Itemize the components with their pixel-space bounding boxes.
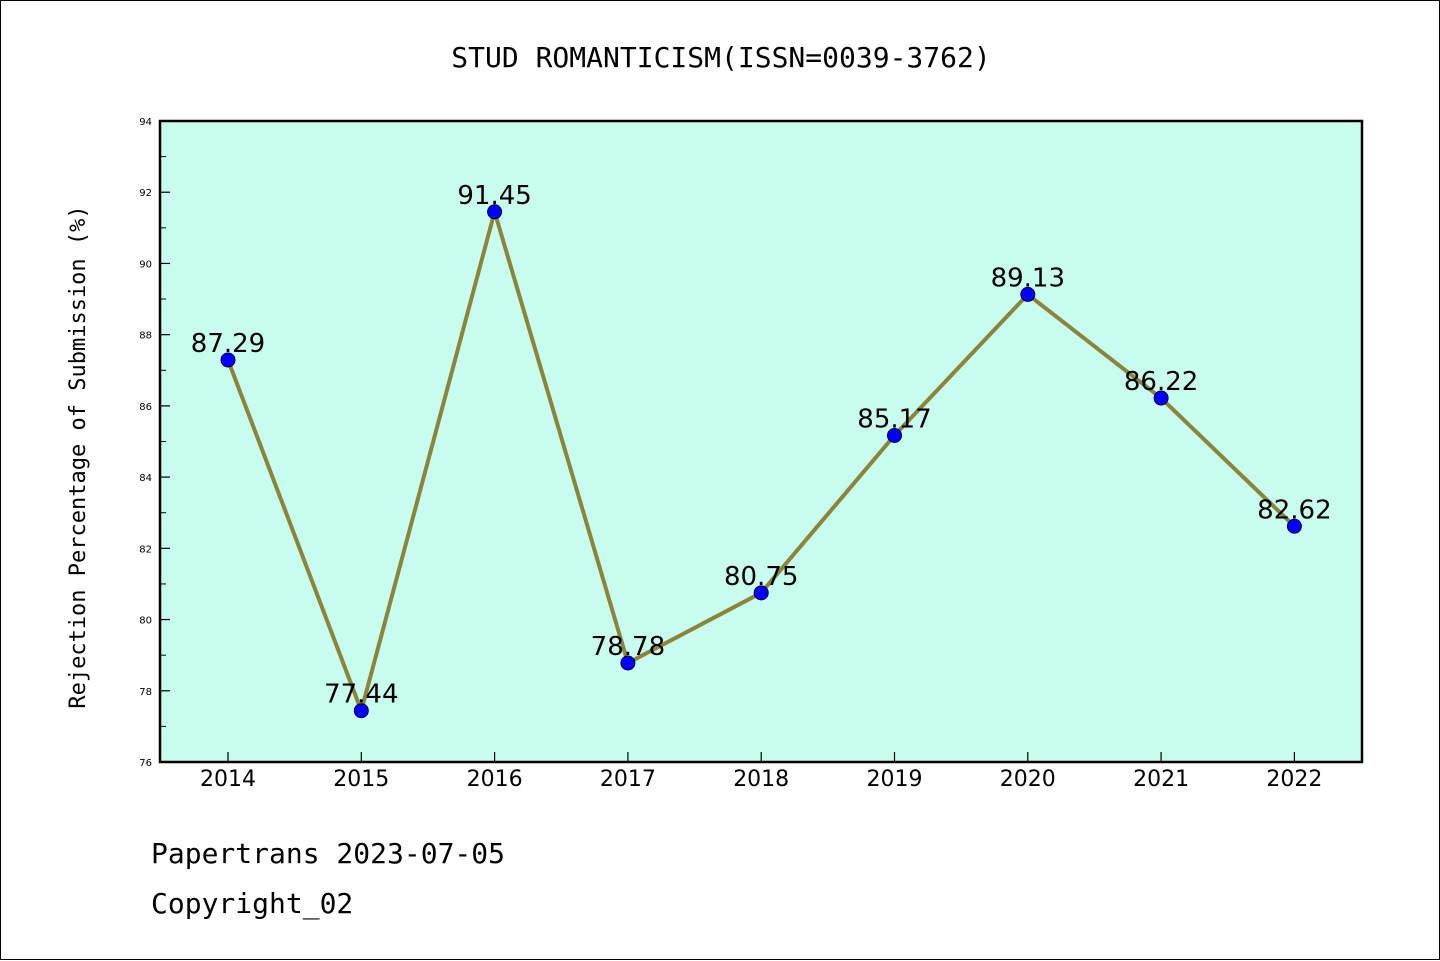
x-tick-label: 2020 xyxy=(1000,767,1056,792)
y-tick-label: 84 xyxy=(139,473,152,484)
x-tick-label: 2019 xyxy=(867,767,923,792)
data-point-2022 xyxy=(1286,518,1302,534)
data-point-2014 xyxy=(220,352,236,368)
x-tick-label: 2015 xyxy=(333,767,389,792)
y-tick-label: 76 xyxy=(139,758,152,769)
y-tick-label: 90 xyxy=(139,259,152,270)
footer-source-date: Papertrans 2023-07-05 xyxy=(151,837,506,870)
y-tick-label: 94 xyxy=(139,117,152,128)
chart-title: STUD ROMANTICISM(ISSN=0039-3762) xyxy=(451,41,990,74)
y-tick-label: 86 xyxy=(139,402,152,413)
data-point-markers xyxy=(220,204,1302,719)
y-axis-label: Rejection Percentage of Submission (%) xyxy=(66,205,91,708)
data-point-2021 xyxy=(1153,390,1169,406)
data-point-2015 xyxy=(353,703,369,719)
data-label-2022: 82.62 xyxy=(1257,495,1331,525)
data-label-2015: 77.44 xyxy=(324,680,398,710)
data-point-2016 xyxy=(487,204,503,220)
y-axis-ticks: 76 78 80 82 84 86 88 90 92 94 xyxy=(139,117,170,769)
y-tick-label: 82 xyxy=(139,544,152,555)
data-point-2017 xyxy=(620,655,636,671)
x-tick-label: 2021 xyxy=(1133,767,1189,792)
x-axis-ticks: 2014 2015 2016 2017 2018 2019 2020 2021 2022 xyxy=(200,752,1322,792)
x-tick-label: 2014 xyxy=(200,767,256,792)
y-tick-label: 88 xyxy=(139,331,152,342)
x-tick-label: 2022 xyxy=(1266,767,1322,792)
data-label-2017: 78.78 xyxy=(591,632,665,662)
data-label-2018: 80.75 xyxy=(724,562,798,592)
data-label-2020: 89.13 xyxy=(991,263,1065,293)
x-tick-label: 2018 xyxy=(733,767,789,792)
y-tick-label: 80 xyxy=(139,616,152,627)
data-point-2020 xyxy=(1020,286,1036,302)
data-label-2016: 91.45 xyxy=(457,181,531,211)
x-tick-label: 2016 xyxy=(467,767,523,792)
plot-area xyxy=(158,119,1364,764)
x-tick-label: 2017 xyxy=(600,767,656,792)
data-labels: 87.29 77.44 91.45 78.78 80.75 85.17 89.13 86.22… xyxy=(191,181,1332,710)
data-point-2018 xyxy=(753,585,769,601)
footer-copyright: Copyright_02 xyxy=(151,887,354,920)
y-tick-label: 92 xyxy=(139,188,152,199)
data-label-2019: 85.17 xyxy=(857,404,931,434)
y-tick-label: 78 xyxy=(139,687,152,698)
data-label-2021: 86.22 xyxy=(1124,367,1198,397)
data-point-2019 xyxy=(887,427,902,443)
data-label-2014: 87.29 xyxy=(191,329,265,359)
